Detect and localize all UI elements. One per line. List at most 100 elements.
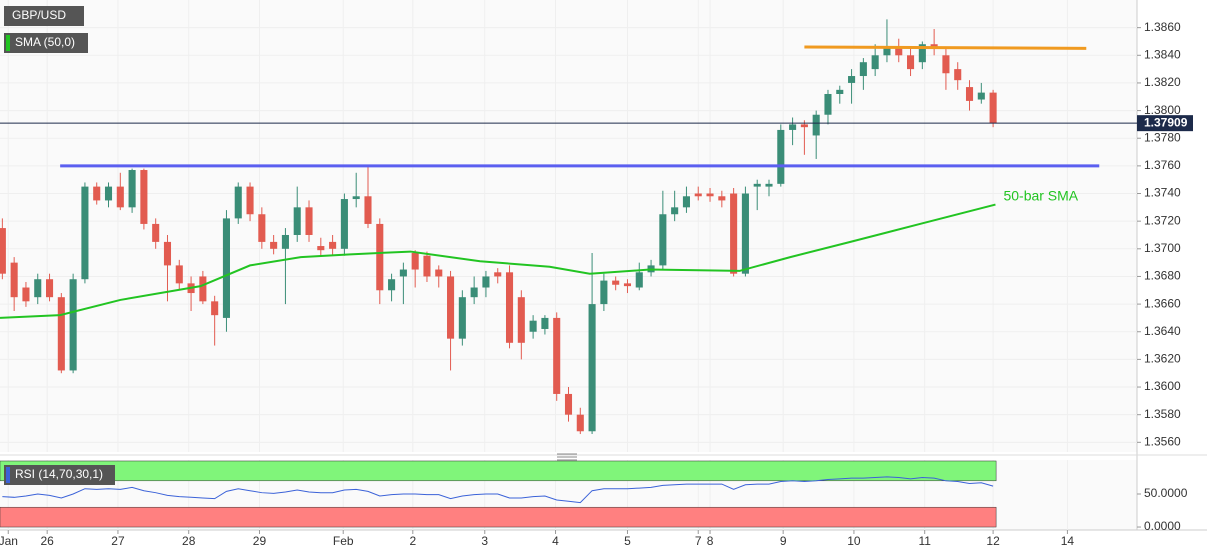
candle-body [848, 76, 856, 83]
candle-body [529, 320, 537, 332]
candle-body [965, 87, 974, 101]
y-tick-label: 1.3800 [1144, 103, 1181, 117]
y-tick-label: 1.3860 [1144, 20, 1181, 34]
candle-body [458, 297, 466, 339]
candle-body [824, 93, 832, 115]
candle-body [777, 129, 785, 184]
x-tick-label: 2 [409, 534, 416, 548]
legend-swatch [6, 35, 10, 51]
candle-body [682, 196, 690, 208]
candle-body [211, 301, 219, 316]
candle-body [517, 297, 525, 343]
y-tick-label: 1.3780 [1144, 130, 1181, 144]
last-price-label: 1.37909 [1144, 115, 1188, 129]
candle-body [706, 193, 714, 197]
x-tick-label: 5 [624, 534, 631, 548]
x-tick-label: 4 [552, 534, 559, 548]
candle-body [635, 272, 643, 288]
candle-body [741, 193, 749, 274]
candle-body [482, 276, 490, 288]
legend: GBP/USD SMA (50,0) RSI (14,70,30,1) [4, 6, 115, 485]
trend-line [804, 45, 1087, 50]
candle-body [246, 186, 254, 215]
candle-body [600, 280, 608, 305]
candle-body [977, 92, 985, 100]
candle-body [388, 279, 396, 291]
x-tick-label: 29 [253, 534, 267, 548]
overbought-band [0, 460, 997, 482]
candle-body [57, 297, 65, 371]
candle-body [553, 317, 561, 394]
x-tick-label: 12 [986, 534, 1000, 548]
candle-body [505, 272, 514, 343]
legend-box [4, 33, 88, 53]
last-price-tag [1137, 115, 1193, 132]
annotation: 50-bar SMA [1003, 187, 1078, 203]
candle-body [470, 287, 478, 298]
candle-body [883, 48, 891, 56]
candle-body [612, 280, 620, 285]
candle-body [234, 186, 242, 219]
legend-symbol: GBP/USD [12, 8, 66, 22]
candle-body [765, 183, 773, 187]
x-tick-label: 14 [1061, 534, 1075, 548]
legend-sma: SMA (50,0) [15, 35, 75, 49]
candle-body [10, 262, 18, 298]
candle-body [659, 214, 667, 266]
y-tick-label: 1.3760 [1144, 158, 1181, 172]
resize-grip[interactable] [557, 453, 577, 461]
y-tick-label: 1.3620 [1144, 352, 1181, 366]
y-tick-label: 1.3840 [1144, 47, 1181, 61]
main-plot-area [0, 0, 1137, 452]
x-tick-label: 11 [918, 534, 931, 548]
candle-body [258, 214, 266, 242]
rsi-line [2, 476, 994, 504]
x-tick-label: 28 [182, 534, 196, 548]
candle-body [222, 218, 230, 318]
x-tick-label: 10 [847, 534, 861, 548]
candle-body [800, 124, 808, 128]
y-tick-label: 1.3740 [1144, 186, 1181, 200]
candle-body [93, 186, 101, 201]
candle-body [199, 276, 207, 302]
candle-body [494, 272, 502, 277]
candle-body [859, 62, 867, 77]
x-tick-label: Feb [333, 534, 354, 548]
candle-body [564, 393, 573, 415]
candle-body [907, 55, 915, 70]
candle-body [918, 44, 926, 63]
candle-body [352, 196, 360, 200]
candle-body [812, 114, 820, 136]
candle-body [329, 241, 337, 249]
candle-body [942, 55, 950, 74]
x-tick-label: 7 [695, 534, 702, 548]
candle-body [671, 207, 679, 215]
candle-body [128, 170, 136, 208]
candle-body [140, 170, 148, 224]
candle-body [175, 265, 183, 284]
candle-body [116, 186, 124, 208]
candle-body [411, 252, 419, 270]
candle-body [81, 186, 89, 280]
y-tick-label: 50.0000 [1144, 486, 1188, 500]
candle-body [871, 55, 879, 70]
axes: 1.3560 1.3580 1.3600 1.3620 1.3640 1.3660 1.36… [0, 20, 1193, 548]
y-tick-label: 1.3680 [1144, 269, 1181, 283]
candle-body [270, 241, 278, 249]
y-tick-label: 1.3580 [1144, 407, 1181, 421]
x-tick-label: Jan [0, 534, 18, 548]
candle-body [69, 279, 77, 371]
candle-body [576, 414, 584, 432]
candle-body [789, 124, 797, 130]
legend-rsi: RSI (14,70,30,1) [15, 467, 103, 481]
candle-body [954, 69, 962, 81]
legend-box [4, 465, 115, 485]
legend-swatch [6, 467, 10, 483]
candle-body [989, 92, 997, 124]
sma-line [0, 203, 996, 319]
y-tick-label: 1.3660 [1144, 296, 1181, 310]
y-tick-label: 1.3600 [1144, 379, 1181, 393]
candle-body [305, 207, 313, 235]
candle-body [588, 304, 596, 432]
candle-body [895, 48, 903, 56]
